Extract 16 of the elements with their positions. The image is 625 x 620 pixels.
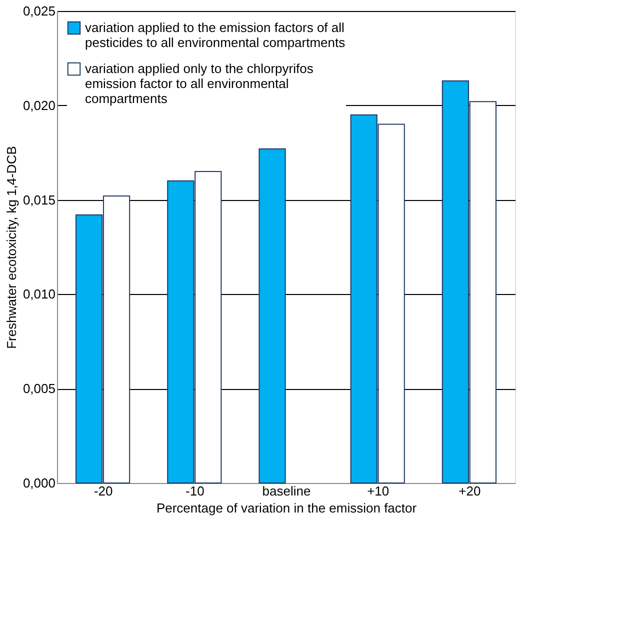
bar xyxy=(258,148,286,484)
x-axis-title: Percentage of variation in the emission factor xyxy=(156,500,418,516)
y-tick-label: 0,000 xyxy=(22,476,56,490)
legend-label: variation applied only to the chlorpyrifos emission factor to all environmental compartments xyxy=(85,61,314,106)
y-tick-label: 0,025 xyxy=(22,4,56,18)
y-tick-label: 0,020 xyxy=(22,98,56,113)
x-tick-label: +10 xyxy=(367,484,390,498)
legend-label: variation applied to the emission factors of all pesticides to all environmental compartments xyxy=(85,20,346,50)
y-tick-label: 0,015 xyxy=(22,192,56,208)
y-tick-label: 0,010 xyxy=(22,286,56,302)
x-tick-label: baseline xyxy=(262,484,311,498)
x-tick-label: -20 xyxy=(94,484,113,498)
y-tick-label: 0,005 xyxy=(22,381,56,396)
x-tick-label: -10 xyxy=(186,484,204,498)
x-tick-label: +20 xyxy=(458,484,481,498)
y-axis-title: Freshwater ecotoxicity, kg 1,4-DCB xyxy=(4,146,19,349)
